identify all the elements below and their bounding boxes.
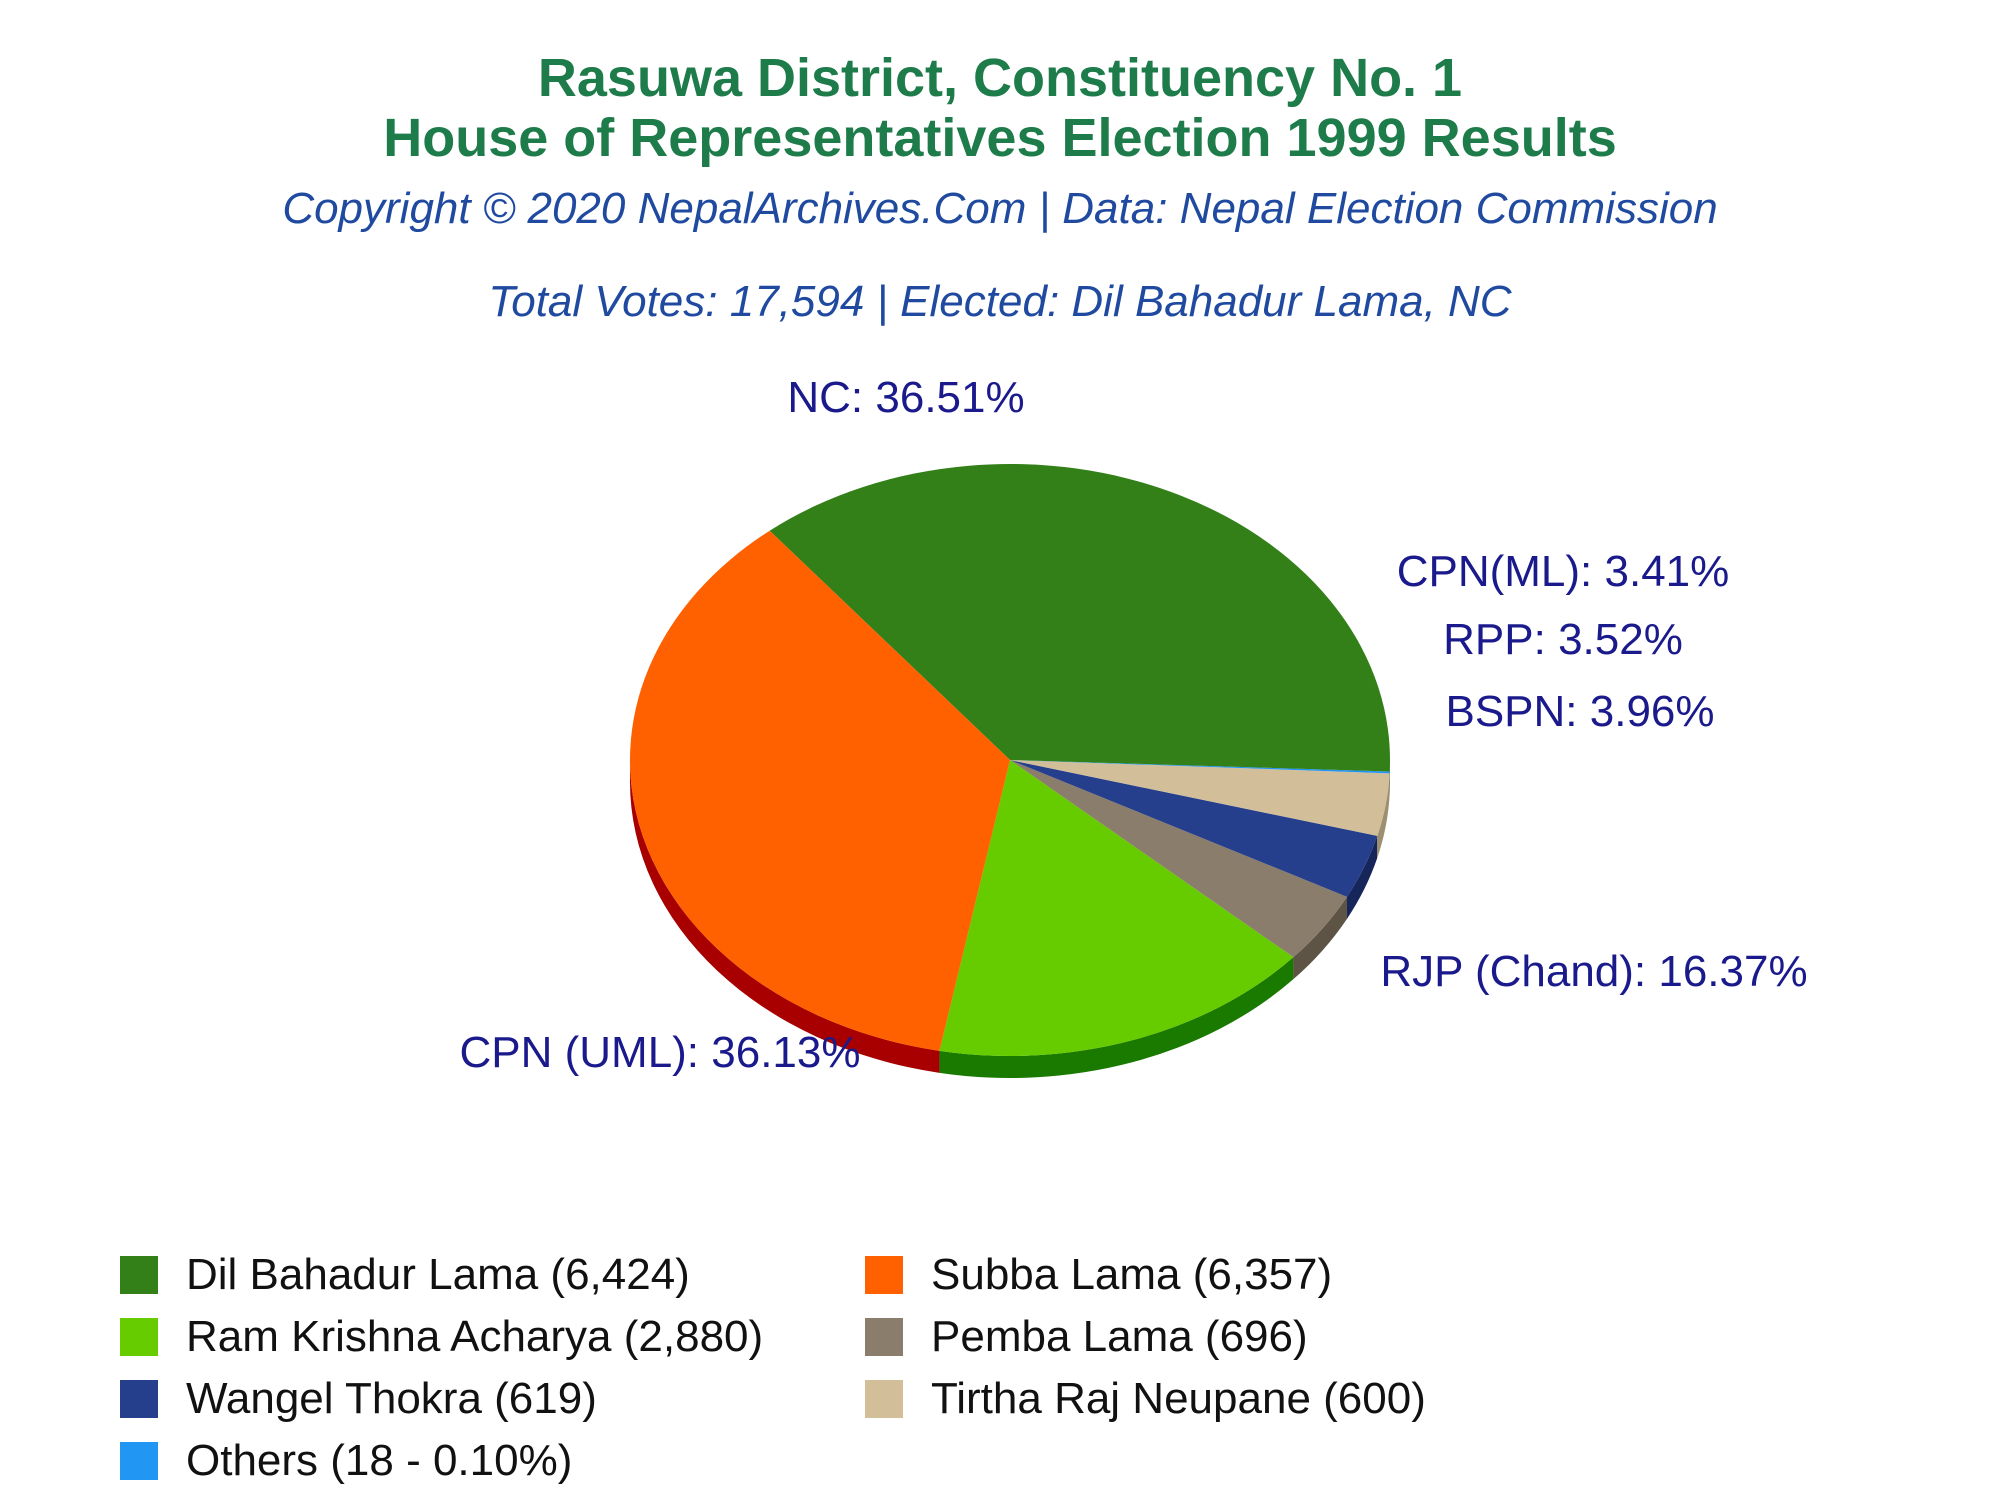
pie-slice-cpn-ml- [1010, 760, 1390, 836]
slice-label-rjp-chand-: RJP (Chand): 16.37% [1380, 947, 1807, 996]
legend-swatch [865, 1380, 903, 1418]
legend-label: Others (18 - 0.10%) [186, 1436, 573, 1485]
pie-slice-others [1010, 760, 1390, 774]
legend-swatch [120, 1318, 158, 1356]
pie-slice-cpn-uml- [630, 530, 1010, 1051]
legend-label: Wangel Thokra (619) [186, 1374, 597, 1423]
legend-swatch [120, 1380, 158, 1418]
slice-label-bspn: BSPN: 3.96% [1445, 687, 1714, 736]
slice-label-nc: NC: 36.51% [787, 373, 1024, 422]
pie-slice-nc [769, 464, 1390, 772]
legend-item: Tirtha Raj Neupane (600) [865, 1369, 1426, 1429]
legend-label: Ram Krishna Acharya (2,880) [186, 1312, 764, 1361]
pie-side-rjp-chand- [939, 957, 1294, 1078]
legend-item: Dil Bahadur Lama (6,424) [120, 1245, 690, 1305]
slice-label-rpp: RPP: 3.52% [1443, 615, 1683, 664]
pie-slice-rjp-chand- [939, 760, 1294, 1056]
legend-item: Pemba Lama (696) [865, 1307, 1308, 1367]
legend-swatch [120, 1256, 158, 1294]
slice-label-cpn-ml-: CPN(ML): 3.41% [1397, 547, 1730, 596]
legend-item: Ram Krishna Acharya (2,880) [120, 1307, 763, 1367]
vote-summary: Total Votes: 17,594 | Elected: Dil Bahad… [488, 277, 1512, 326]
copyright-line: Copyright © 2020 NepalArchives.Com | Dat… [282, 184, 1718, 233]
legend-label: Pemba Lama (696) [931, 1312, 1308, 1361]
legend-label: Subba Lama (6,357) [931, 1250, 1333, 1299]
legend-item: Others (18 - 0.10%) [120, 1431, 572, 1491]
pie-side-cpn-ml- [1377, 773, 1390, 858]
legend-label: Dil Bahadur Lama (6,424) [186, 1250, 690, 1299]
legend-item: Subba Lama (6,357) [865, 1245, 1332, 1305]
chart-title-line2: House of Representatives Election 1999 R… [383, 108, 1617, 168]
legend-item: Wangel Thokra (619) [120, 1369, 597, 1429]
pie-side-rpp [1346, 835, 1378, 919]
pie-side-cpn-uml- [630, 760, 940, 1073]
legend-swatch [865, 1256, 903, 1294]
chart-title-line1: Rasuwa District, Constituency No. 1 [537, 48, 1463, 108]
pie-slice-bspn [1010, 760, 1347, 958]
legend-swatch [865, 1318, 903, 1356]
legend-label: Tirtha Raj Neupane (600) [931, 1374, 1426, 1423]
slice-label-cpn-uml-: CPN (UML): 36.13% [459, 1028, 860, 1077]
legend-swatch [120, 1442, 158, 1480]
pie-side-bspn [1293, 896, 1347, 980]
pie-slice-rpp [1010, 760, 1378, 897]
